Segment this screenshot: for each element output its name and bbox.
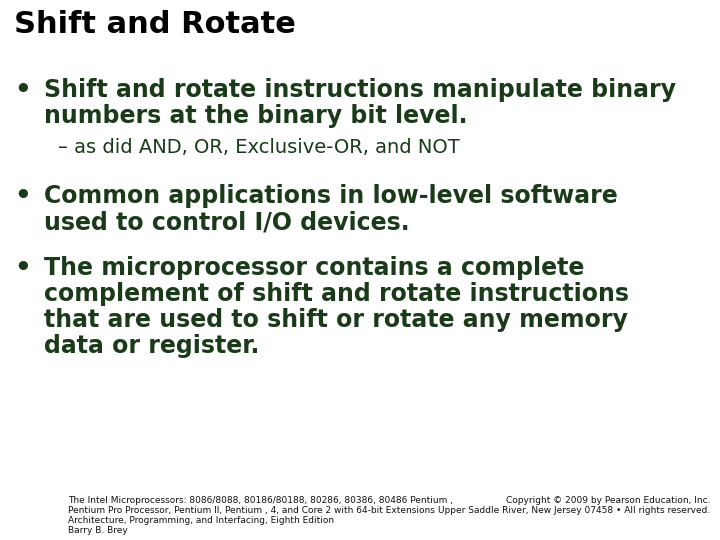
Text: Copyright © 2009 by Pearson Education, Inc.: Copyright © 2009 by Pearson Education, I… bbox=[505, 496, 710, 505]
Text: The microprocessor contains a complete: The microprocessor contains a complete bbox=[44, 256, 585, 280]
Text: Pentium Pro Processor, Pentium II, Pentium , 4, and Core 2 with 64-bit Extension: Pentium Pro Processor, Pentium II, Penti… bbox=[68, 506, 435, 515]
Text: used to control I/O devices.: used to control I/O devices. bbox=[44, 210, 410, 234]
Text: numbers at the binary bit level.: numbers at the binary bit level. bbox=[44, 104, 467, 128]
Text: that are used to shift or rotate any memory: that are used to shift or rotate any mem… bbox=[44, 308, 628, 332]
Text: – as did AND, OR, Exclusive-OR, and NOT: – as did AND, OR, Exclusive-OR, and NOT bbox=[58, 138, 460, 157]
Text: PEARSON: PEARSON bbox=[4, 504, 64, 514]
Text: •: • bbox=[14, 78, 31, 104]
Text: •: • bbox=[14, 184, 31, 210]
Text: The Intel Microprocessors: 8086/8088, 80186/80188, 80286, 80386, 80486 Pentium ,: The Intel Microprocessors: 8086/8088, 80… bbox=[68, 496, 453, 505]
Text: complement of shift and rotate instructions: complement of shift and rotate instructi… bbox=[44, 282, 629, 306]
Text: Common applications in low-level software: Common applications in low-level softwar… bbox=[44, 184, 618, 208]
Text: •: • bbox=[14, 256, 31, 282]
Text: Shift and rotate instructions manipulate binary: Shift and rotate instructions manipulate… bbox=[44, 78, 676, 102]
Text: Shift and Rotate: Shift and Rotate bbox=[14, 10, 296, 39]
Text: data or register.: data or register. bbox=[44, 334, 259, 358]
Text: Architecture, Programming, and Interfacing, Eighth Edition: Architecture, Programming, and Interfaci… bbox=[68, 516, 334, 525]
Text: Barry B. Brey: Barry B. Brey bbox=[68, 526, 127, 535]
Text: Upper Saddle River, New Jersey 07458 • All rights reserved.: Upper Saddle River, New Jersey 07458 • A… bbox=[438, 506, 710, 515]
